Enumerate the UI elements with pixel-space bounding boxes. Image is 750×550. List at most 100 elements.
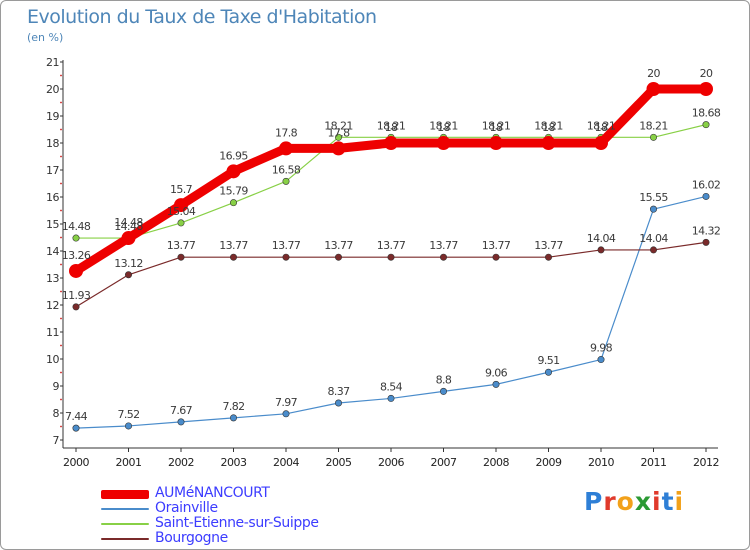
x-tick-label: 2011: [641, 456, 667, 469]
data-label-2: 18.21: [429, 119, 458, 132]
y-minor-tick: [60, 344, 62, 347]
data-point-0: [121, 231, 136, 246]
data-label-0: 20: [700, 67, 713, 80]
data-label-3: 13.77: [324, 239, 353, 252]
y-minor-tick: [60, 101, 62, 104]
legend-label-aumenancourt: AUMéNANCOURT: [155, 485, 270, 501]
data-label-0: 20: [647, 67, 660, 80]
data-point-1: [649, 205, 657, 213]
x-tick-label: 2008: [483, 456, 509, 469]
data-point-3: [387, 253, 395, 261]
x-tick-label: 2003: [221, 456, 247, 469]
data-label-2: 18.21: [587, 119, 616, 132]
y-tick-label: 18: [46, 137, 59, 150]
y-tick-label: 16: [46, 191, 59, 204]
x-tick-label: 2005: [326, 456, 352, 469]
data-label-1: 8.37: [327, 385, 350, 398]
data-point-3: [177, 253, 185, 261]
y-minor-tick: [60, 74, 62, 77]
data-point-2: [230, 199, 238, 207]
legend-label-orainville: Orainville: [155, 500, 218, 516]
data-point-1: [125, 422, 133, 430]
proxiti-logo: Proxiti: [584, 487, 684, 516]
y-minor-tick: [60, 371, 62, 374]
x-tick-label: 2002: [168, 456, 194, 469]
data-label-3: 13.12: [114, 257, 143, 270]
data-point-2: [334, 133, 342, 141]
data-label-2: 18.21: [324, 119, 353, 132]
data-point-3: [544, 253, 552, 261]
x-tick-label: 2006: [378, 456, 404, 469]
data-point-3: [702, 238, 710, 246]
data-label-1: 16.02: [692, 178, 721, 191]
data-label-0: 14.48: [114, 216, 143, 229]
y-minor-tick: [60, 425, 62, 428]
data-point-0: [384, 136, 398, 150]
data-label-0: 15.7: [170, 183, 193, 196]
data-label-3: 11.93: [62, 289, 91, 302]
legend-swatch-aumenancourt: [101, 489, 149, 499]
x-tick-label: 2007: [431, 456, 457, 469]
y-tick-label: 17: [46, 164, 59, 177]
data-point-3: [230, 253, 238, 261]
y-minor-tick: [60, 236, 62, 239]
data-label-2: 14.48: [114, 220, 143, 233]
data-label-3: 13.77: [377, 239, 406, 252]
data-label-2: 18.68: [692, 107, 721, 120]
data-point-0: [594, 136, 608, 150]
y-minor-tick: [60, 209, 62, 212]
legend-swatch-saint-etienne: [101, 523, 149, 525]
data-point-1: [544, 368, 552, 376]
data-label-0: 18: [437, 121, 450, 134]
data-point-2: [72, 234, 80, 242]
data-point-0: [699, 82, 713, 96]
y-minor-tick: [60, 290, 62, 293]
data-label-2: 16.58: [272, 163, 301, 176]
data-label-1: 8.8: [436, 373, 452, 386]
data-label-2: 14.48: [62, 220, 91, 233]
data-label-2: 18.21: [377, 119, 406, 132]
data-point-0: [646, 82, 661, 96]
data-label-1: 15.55: [639, 191, 668, 204]
data-point-1: [72, 424, 80, 432]
y-minor-tick: [60, 155, 62, 158]
logo-letter: i: [652, 487, 662, 516]
data-label-2: 18.21: [639, 119, 668, 132]
data-point-1: [230, 414, 238, 422]
data-label-0: 18: [595, 121, 608, 134]
x-tick-label: 2004: [273, 456, 299, 469]
data-label-1: 7.67: [170, 404, 193, 417]
data-label-1: 7.82: [222, 400, 244, 413]
data-point-3: [125, 271, 133, 279]
y-tick-label: 7: [53, 434, 60, 447]
data-point-1: [282, 410, 290, 418]
data-point-1: [387, 394, 395, 402]
data-point-0: [541, 136, 556, 150]
y-minor-tick: [60, 398, 62, 401]
data-label-0: 18: [542, 121, 555, 134]
data-point-3: [72, 303, 80, 311]
data-label-1: 7.52: [117, 408, 139, 421]
y-tick-label: 11: [46, 326, 59, 339]
data-label-0: 18: [385, 121, 398, 134]
data-point-3: [492, 253, 500, 261]
data-point-0: [226, 164, 241, 179]
x-tick-label: 2012: [693, 456, 719, 469]
data-point-2: [177, 219, 185, 227]
data-point-0: [174, 198, 188, 213]
data-point-1: [702, 192, 710, 200]
y-tick-label: 19: [46, 110, 59, 123]
x-tick-label: 2000: [63, 456, 89, 469]
data-label-0: 13.26: [62, 249, 91, 262]
data-point-1: [492, 380, 500, 388]
data-point-1: [177, 418, 185, 426]
y-tick-label: 9: [53, 380, 60, 393]
data-point-1: [597, 356, 605, 364]
y-minor-tick: [60, 182, 62, 185]
data-point-3: [649, 246, 657, 254]
data-label-3: 13.77: [272, 239, 301, 252]
data-label-2: 15.04: [167, 205, 196, 218]
data-label-2: 18.21: [482, 119, 511, 132]
data-label-1: 7.97: [275, 396, 298, 409]
